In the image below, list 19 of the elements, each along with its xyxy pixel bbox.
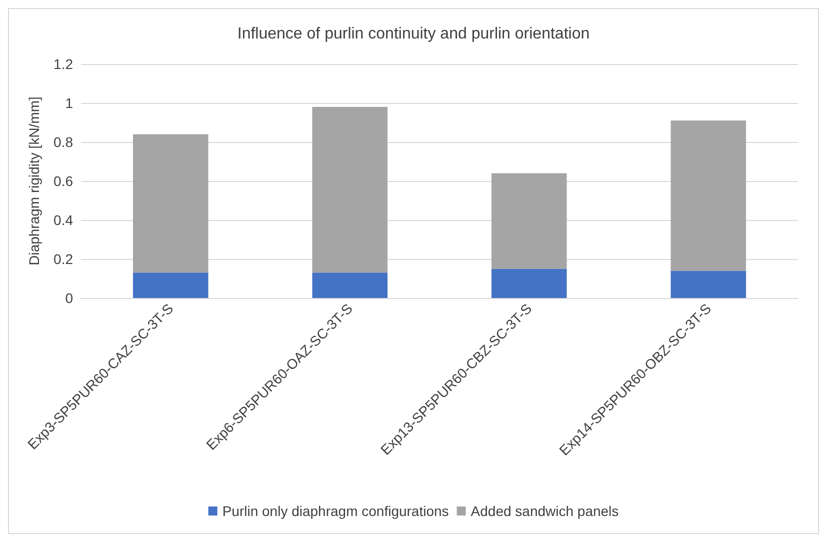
y-tick-label: 0.4 — [54, 212, 74, 228]
bar — [670, 270, 746, 298]
bar — [491, 173, 567, 269]
y-tick-label: 0.2 — [54, 251, 74, 267]
bar — [670, 120, 746, 271]
y-tick-label: 0.8 — [54, 134, 74, 150]
y-tick-label: 1 — [65, 95, 74, 111]
bar — [312, 272, 388, 298]
y-tick-label: 0.6 — [54, 173, 74, 189]
legend-label: Purlin only diaphragm configurations — [222, 503, 449, 519]
bar — [132, 272, 208, 298]
y-tick-label: 1.2 — [54, 56, 74, 72]
y-axis-title: Diaphragm rigidity [kN/mm] — [26, 96, 42, 266]
bar — [491, 268, 567, 298]
legend-label: Added sandwich panels — [470, 503, 619, 519]
y-tick-label: 0 — [65, 290, 74, 306]
chart-title: Influence of purlin continuity and purlin orientation — [237, 26, 590, 42]
bar — [312, 106, 388, 273]
bar — [132, 134, 208, 273]
